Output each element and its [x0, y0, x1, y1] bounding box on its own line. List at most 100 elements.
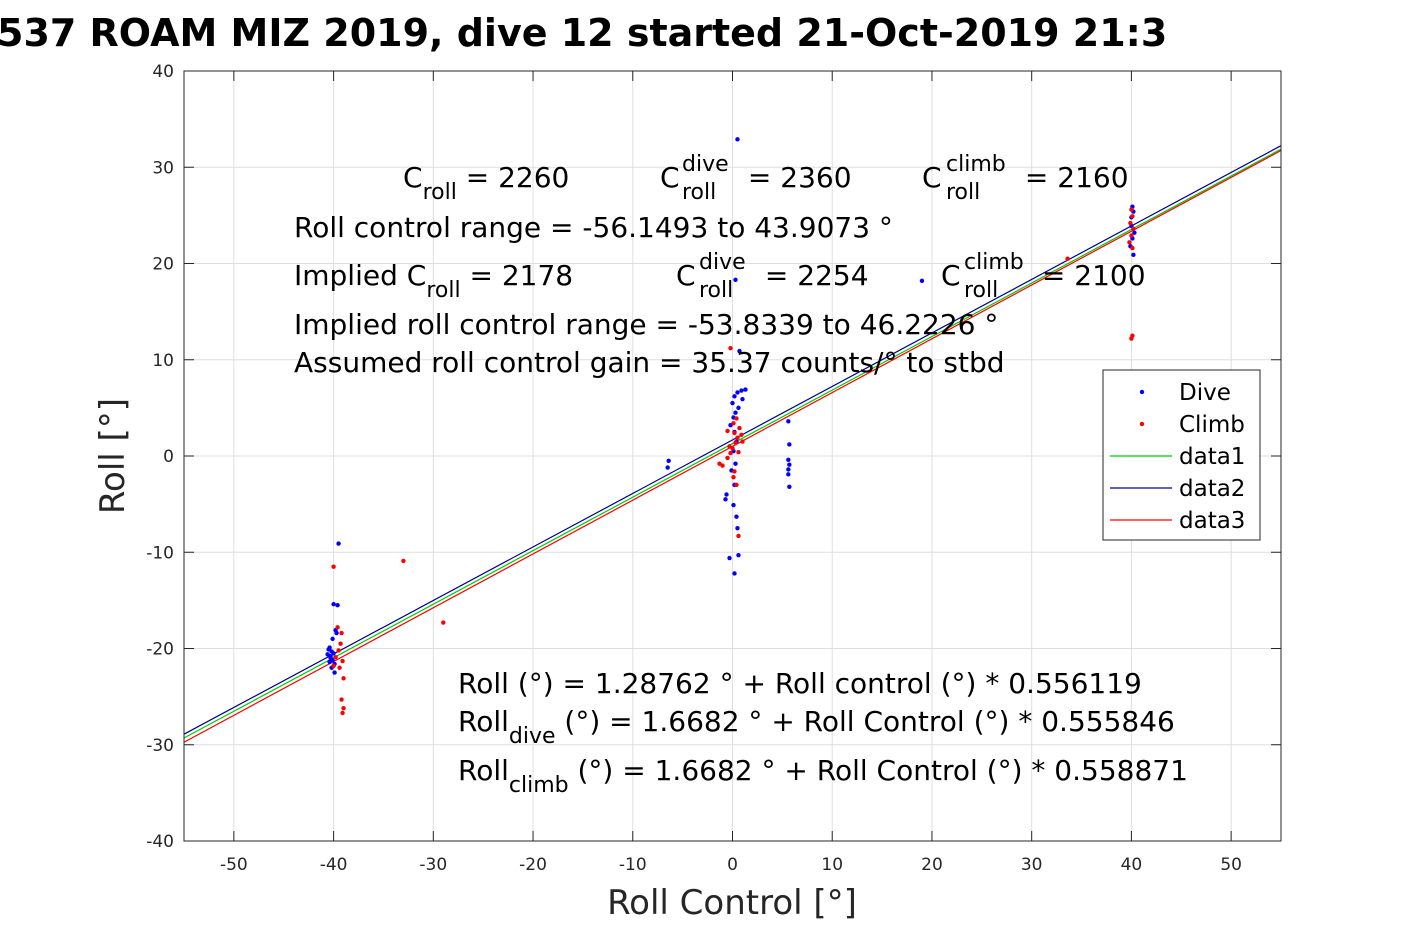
climb-point [340, 658, 345, 664]
dive-point [735, 390, 740, 395]
climb-point [1130, 333, 1135, 338]
legend-box [1102, 369, 1261, 541]
chart-title: 537 ROAM MIZ 2019, dive 12 started 21-Oc… [0, 11, 1167, 55]
dive-point [724, 492, 729, 497]
dive-point [737, 348, 742, 354]
x-tick-label: 30 [1021, 855, 1043, 875]
dive-point [739, 388, 744, 393]
climb-point [336, 648, 341, 653]
fit-line-data1 [183, 148, 1282, 739]
climb-point [725, 455, 730, 461]
climb-point [441, 620, 446, 625]
legend-label: data2 [1179, 476, 1245, 502]
climb-point [733, 440, 738, 445]
dive-point [1131, 252, 1136, 258]
x-tick-label: -50 [220, 855, 248, 875]
climb-point [335, 625, 340, 630]
climb-point [341, 676, 346, 681]
dive-point [787, 442, 792, 447]
annotation-implied-range: Implied roll control range = -53.8339 to… [294, 308, 998, 341]
climb-point [401, 558, 406, 564]
climb-point [732, 430, 737, 436]
climb-point [727, 444, 732, 449]
dive-point [666, 458, 671, 464]
legend-label: Climb [1179, 412, 1245, 438]
annotation-fit-all: Roll (°) = 1.28762 ° + Roll control (°) … [458, 667, 1142, 700]
x-tick-label: -20 [519, 855, 547, 875]
climb-point [734, 416, 739, 421]
climb-point [1129, 233, 1134, 238]
y-tick-label: -30 [146, 736, 174, 756]
climb-point [732, 469, 737, 474]
dive-point [735, 137, 740, 142]
dive-point [733, 410, 738, 415]
x-tick-label: -10 [619, 855, 647, 875]
dive-point [335, 602, 340, 608]
climb-point [735, 435, 740, 440]
x-tick-label: 10 [821, 855, 843, 875]
dive-point [786, 457, 791, 463]
legend: Dive Climb data1 data2 data3 [1102, 369, 1261, 541]
dive-point [735, 525, 740, 531]
dive-point [740, 397, 745, 402]
climb-point [333, 654, 338, 660]
dive-point [919, 278, 925, 284]
legend-label: Dive [1179, 380, 1231, 406]
dive-point [736, 552, 741, 558]
dive-point [331, 651, 336, 656]
dive-point [332, 670, 337, 675]
dive-point [734, 514, 739, 519]
legend-marker-dive [1139, 389, 1145, 395]
dive-point [331, 602, 336, 607]
x-tick-label: 0 [727, 855, 738, 875]
dive-point [743, 387, 748, 392]
climb-point [1129, 207, 1134, 212]
dive-point [732, 394, 737, 399]
y-tick-label: 10 [152, 351, 174, 371]
dive-point [325, 652, 330, 657]
annotation-implied-c-roll: Implied Croll = 2178 [294, 259, 573, 303]
dive-point [336, 541, 341, 546]
x-tick-label: 20 [921, 855, 943, 875]
dive-point [665, 465, 670, 470]
annotation-gain: Assumed roll control gain = 35.37 counts… [294, 346, 1005, 379]
dive-point [787, 462, 792, 467]
climb-point [734, 482, 739, 488]
climb-point [339, 697, 344, 702]
climb-point [731, 421, 736, 426]
x-tick-label: -30 [419, 855, 447, 875]
dive-point [732, 571, 737, 576]
dive-point [733, 277, 738, 283]
fit-line-data2 [183, 145, 1282, 735]
climb-point [338, 641, 343, 646]
dive-point [330, 636, 335, 642]
legend-label: data3 [1179, 508, 1245, 534]
climb-point [1131, 226, 1136, 232]
climb-point [720, 463, 725, 468]
climb-point [337, 665, 342, 670]
dive-point [326, 647, 331, 652]
x-tick-label: 50 [1220, 855, 1242, 875]
climb-point [331, 564, 336, 569]
y-tick-label: 20 [152, 255, 174, 275]
climb-point [339, 630, 344, 636]
y-tick-label: 30 [152, 158, 174, 178]
annotation-fit-dive: Rolldive (°) = 1.6682 ° + Roll Control (… [458, 705, 1175, 749]
climb-point [731, 474, 736, 480]
climb-point [737, 425, 742, 431]
dive-point [723, 497, 728, 502]
legend-label: data1 [1179, 444, 1245, 470]
climb-point [740, 439, 745, 444]
climb-point [340, 710, 345, 716]
dive-point [328, 655, 333, 661]
dive-point [786, 419, 791, 424]
x-axis-label: Roll Control [°] [607, 883, 857, 923]
legend-marker-climb [1139, 421, 1145, 427]
climb-point [728, 450, 733, 456]
annotation-fit-climb: Rollclimb (°) = 1.6682 ° + Roll Control … [458, 754, 1188, 798]
axis-ticks: -50 -40 -30 -20 -10 0 10 20 30 40 50 -40 -30 -20 -10 0 1… [146, 62, 1281, 875]
